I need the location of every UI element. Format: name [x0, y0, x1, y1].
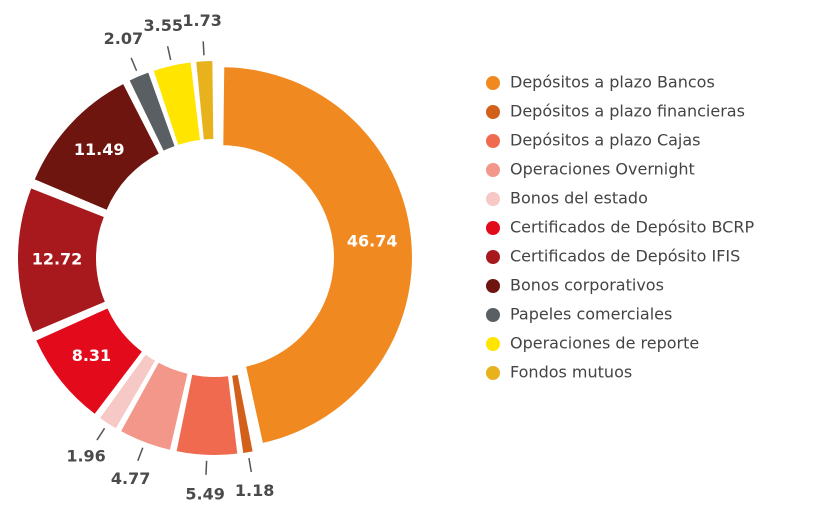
data-label: 1.73 — [182, 11, 221, 30]
donut-segment — [232, 374, 253, 453]
legend-swatch — [486, 105, 500, 119]
data-label: 3.55 — [143, 16, 182, 35]
legend-swatch — [486, 163, 500, 177]
leader-line — [248, 458, 253, 473]
data-label: 8.31 — [72, 346, 111, 365]
legend-swatch — [486, 337, 500, 351]
donut-segment — [36, 308, 142, 414]
donut-segment — [223, 67, 412, 443]
legend-label: Depósitos a plazo financieras — [510, 102, 745, 121]
leader-line — [166, 46, 172, 61]
leader-line — [137, 447, 144, 462]
legend-label: Operaciones Overnight — [510, 160, 695, 179]
donut-segment — [100, 354, 155, 429]
leader-line — [130, 57, 138, 72]
legend-swatch — [486, 76, 500, 90]
legend-swatch — [486, 279, 500, 293]
legend-swatch — [486, 192, 500, 206]
donut-segment — [18, 188, 105, 333]
data-label: 2.07 — [104, 29, 143, 48]
leader-line — [202, 41, 205, 56]
legend-label: Papeles comerciales — [510, 305, 672, 324]
donut-segment — [34, 84, 159, 210]
legend-swatch — [486, 221, 500, 235]
data-label: 1.18 — [235, 481, 274, 500]
legend-label: Certificados de Depósito BCRP — [510, 218, 754, 237]
legend-swatch — [486, 250, 500, 264]
legend-swatch — [486, 134, 500, 148]
legend-label: Certificados de Depósito IFIS — [510, 247, 740, 266]
legend-label: Bonos corporativos — [510, 276, 664, 295]
legend-label: Operaciones de reporte — [510, 334, 699, 353]
data-label: 46.74 — [347, 231, 398, 250]
leader-line — [205, 460, 208, 475]
data-label: 4.77 — [111, 469, 150, 488]
data-label: 5.49 — [185, 484, 224, 503]
donut-segment — [196, 61, 214, 140]
leader-line — [96, 427, 106, 441]
legend-swatch — [486, 366, 500, 380]
donut-segment — [129, 72, 175, 151]
donut-segment — [176, 374, 238, 455]
legend-label: Depósitos a plazo Cajas — [510, 131, 701, 150]
data-label: 11.49 — [74, 140, 125, 159]
legend-swatch — [486, 308, 500, 322]
donut-segment — [153, 62, 200, 145]
data-label: 1.96 — [66, 446, 105, 465]
legend-label: Bonos del estado — [510, 189, 648, 208]
data-label: 12.72 — [32, 249, 83, 268]
legend-label: Fondos mutuos — [510, 363, 632, 382]
legend-label: Depósitos a plazo Bancos — [510, 73, 715, 92]
donut-segment — [121, 362, 188, 450]
